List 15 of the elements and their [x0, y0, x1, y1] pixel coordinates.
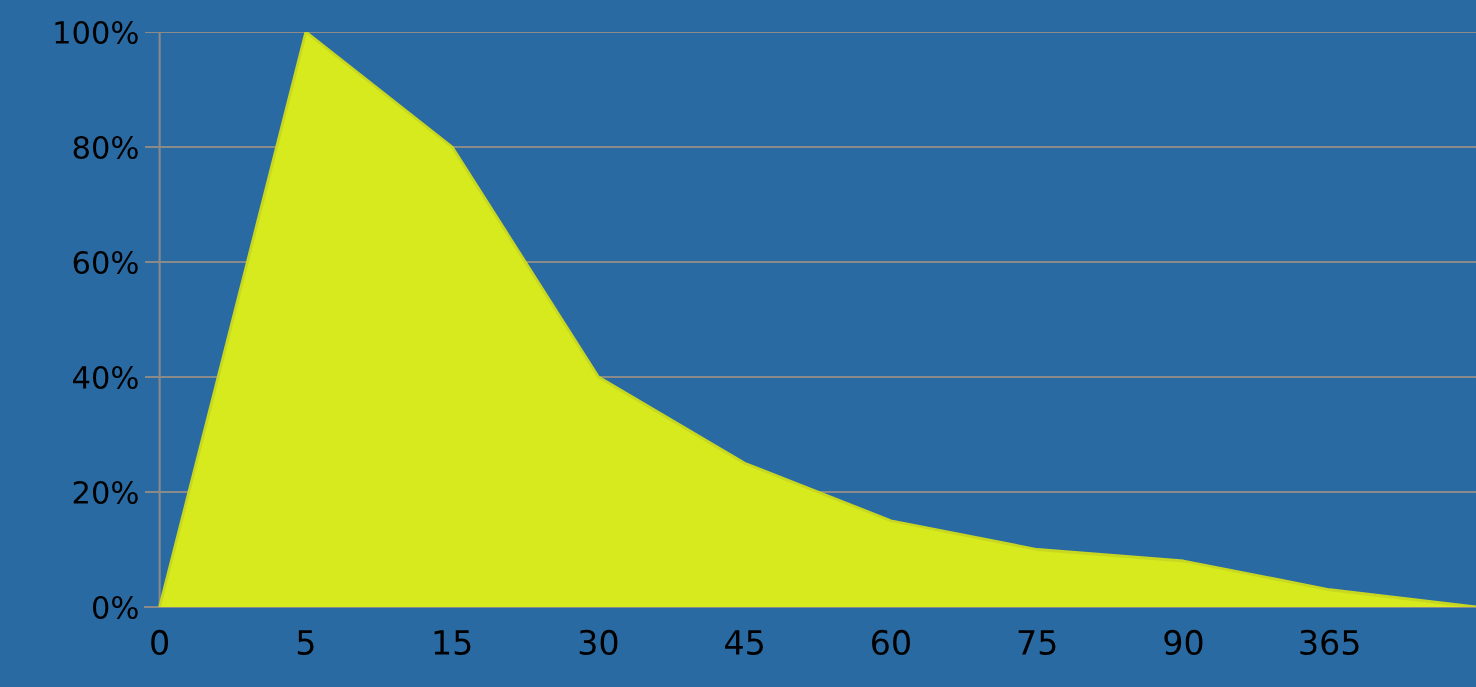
- x-tick-label: 90: [1164, 629, 1203, 656]
- x-tick-label: 45: [725, 630, 763, 656]
- x-tick-label: 75: [1018, 630, 1056, 656]
- y-tick-label: 40%: [73, 365, 138, 390]
- x-tick-label: 365: [1300, 629, 1359, 656]
- x-tick-label: 15: [434, 630, 471, 656]
- y-tick-label: 100%: [55, 20, 138, 45]
- x-tick-label: 0: [151, 629, 169, 656]
- y-tick-label: 0%: [92, 595, 138, 620]
- x-tick-label: 5: [297, 630, 314, 656]
- x-tick-label: 60: [872, 629, 910, 656]
- y-tick-label: 60%: [73, 250, 138, 275]
- x-tick-label: 30: [579, 629, 618, 656]
- y-tick-label: 80%: [73, 135, 138, 160]
- y-tick-label: 20%: [73, 480, 138, 505]
